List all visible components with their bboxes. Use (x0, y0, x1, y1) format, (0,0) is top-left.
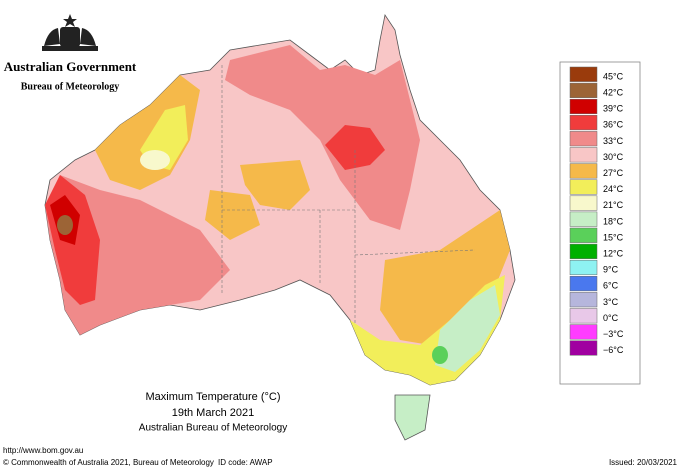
footer-url: http://www.bom.gov.au (3, 446, 83, 455)
legend-label: 6°C (603, 281, 619, 291)
legend-swatch (569, 243, 598, 259)
legend: 45°C 42°C 39°C 36°C 33°C 30°C 27°C 24°C 21°C 18°C… (569, 66, 624, 356)
legend-swatch (569, 195, 598, 211)
legend-swatch (569, 259, 598, 276)
legend-swatch (569, 115, 598, 131)
legend-label: −6°C (603, 345, 624, 355)
legend-swatch (569, 163, 598, 179)
legend-swatch (569, 66, 598, 82)
legend-label: −3°C (603, 329, 624, 339)
government-name: Australian Government (4, 59, 137, 74)
legend-swatch (569, 276, 598, 292)
legend-swatch (569, 292, 598, 308)
map-source: Australian Bureau of Meteorology (139, 423, 287, 434)
legend-label: 3°C (603, 297, 619, 307)
legend-label: 36°C (603, 120, 624, 130)
legend-swatch (569, 98, 598, 115)
legend-label: 18°C (603, 216, 624, 226)
legend-label: 21°C (603, 200, 624, 210)
legend-label: 15°C (603, 232, 624, 242)
legend-swatch (569, 131, 598, 147)
legend-swatch (569, 324, 598, 340)
legend-label: 27°C (603, 168, 624, 178)
map-title: Maximum Temperature (°C) (145, 391, 280, 403)
footer-copyright: © Commonwealth of Australia 2021, Bureau… (3, 458, 214, 467)
coat-of-arms (42, 14, 98, 51)
footer-id: ID code: AWAP (218, 458, 273, 467)
legend-swatch (569, 308, 598, 324)
legend-swatch (569, 211, 598, 227)
legend-label: 39°C (603, 104, 624, 114)
legend-label: 42°C (603, 88, 624, 98)
map-date: 19th March 2021 (172, 407, 255, 419)
legend-label: 12°C (603, 249, 624, 259)
legend-swatch (569, 179, 598, 195)
agency-name: Bureau of Meteorology (21, 81, 120, 92)
temperature-map (44, 13, 516, 441)
footer-issued: Issued: 20/03/2021 (609, 458, 678, 467)
legend-label: 33°C (603, 136, 624, 146)
legend-label: 45°C (603, 71, 624, 81)
legend-label: 9°C (603, 265, 619, 275)
legend-swatch (569, 147, 598, 163)
legend-label: 30°C (603, 152, 624, 162)
legend-label: 0°C (603, 313, 619, 323)
legend-swatch (569, 227, 598, 243)
legend-swatch (569, 340, 598, 356)
legend-swatch (569, 82, 598, 98)
legend-label: 24°C (603, 184, 624, 194)
